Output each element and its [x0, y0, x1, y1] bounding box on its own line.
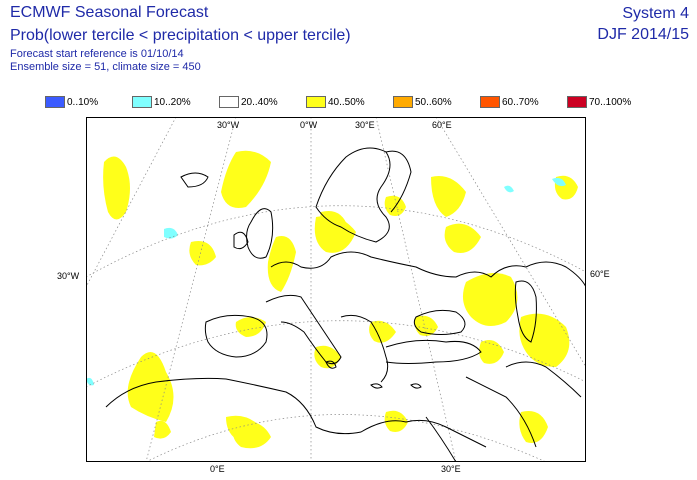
lat-line-2: [86, 320, 586, 388]
shade-caspian: [519, 313, 570, 367]
legend-item-10-20: 10..20%: [132, 95, 191, 109]
shade-atlantic-n: [103, 156, 130, 220]
legend-swatch: [567, 96, 587, 108]
coast-balkans: [340, 314, 389, 383]
legend-item-20-40: 20..40%: [219, 95, 278, 109]
shade-baltic: [320, 211, 348, 234]
shade-russia-n: [431, 176, 466, 217]
legend-label: 10..20%: [154, 96, 191, 108]
legend-item-70-100: 70..100%: [567, 95, 631, 109]
shade-biscay: [267, 236, 296, 292]
shade-cyan-ne1: [504, 185, 514, 193]
shade-cyan-sw: [86, 377, 94, 386]
coast-caspian: [514, 280, 537, 343]
coast-redsea: [425, 416, 457, 462]
shade-africa-w: [127, 352, 174, 422]
shade-iberia: [189, 241, 216, 266]
coast-persian: [505, 361, 582, 398]
lon-line-3: [375, 117, 457, 462]
coast-france-italy: [265, 294, 342, 365]
legend-label: 60..70%: [502, 96, 539, 108]
lon-label-bottom-2: 30°E: [441, 464, 461, 474]
lon-line-4: [435, 117, 586, 368]
coast-arabia: [465, 376, 537, 448]
shade-arabia: [519, 411, 548, 443]
graticule: [86, 117, 586, 462]
coast-ireland: [233, 231, 249, 250]
legend-swatch: [132, 96, 152, 108]
lat-line-1: [86, 205, 586, 278]
season-label: DJF 2014/15: [597, 26, 689, 43]
coast-finland: [385, 150, 412, 213]
coastlines: [105, 147, 586, 462]
lon-line-5: [86, 117, 177, 288]
legend-swatch: [393, 96, 413, 108]
system-label: System 4: [622, 5, 689, 22]
shade-blacksea: [462, 273, 518, 326]
shade-cyan-ne2: [552, 177, 566, 187]
shade-russia-e: [444, 223, 481, 253]
lon-label-top-2: 0°W: [300, 120, 318, 130]
lat-label-left: 30°W: [57, 271, 80, 281]
shade-turkey: [414, 315, 438, 336]
coast-iceland: [180, 172, 209, 188]
coast-scandinavia: [315, 147, 391, 243]
shade-egypt: [384, 410, 408, 432]
map-title: ECMWF Seasonal Forecast: [10, 4, 209, 21]
shading-10-20: [86, 177, 566, 386]
legend-label: 50..60%: [415, 96, 452, 108]
legend-label: 40..50%: [328, 96, 365, 108]
coast-britain: [246, 208, 274, 259]
coast-sicily: [325, 360, 337, 369]
coast-continent: [270, 251, 586, 288]
shade-libya: [232, 421, 271, 449]
lat-label-right: 60°E: [590, 269, 610, 279]
forecast-start-text: Forecast start reference is 01/10/14: [10, 48, 184, 60]
lon-label-top-1: 30°W: [217, 120, 240, 130]
coast-crete: [370, 383, 383, 389]
shade-spain: [235, 317, 266, 337]
map-frame: [86, 117, 586, 462]
legend-label: 0..10%: [67, 96, 99, 108]
lon-line-1: [145, 117, 237, 462]
shade-iran: [479, 339, 504, 364]
legend-swatch: [480, 96, 500, 108]
lat-line-3: [145, 414, 547, 462]
ensemble-size-text: Ensemble size = 51, climate size = 450: [10, 61, 201, 73]
shade-balkans: [369, 320, 396, 343]
shade-atlantic-mid: [221, 150, 271, 208]
coast-iberia: [204, 314, 268, 358]
legend-item-0-10: 0..10%: [45, 95, 98, 109]
shade-cyan-atlantic: [164, 227, 178, 239]
lon-label-top-3: 30°E: [355, 120, 375, 130]
lon-label-bottom-1: 0°E: [210, 464, 225, 474]
coast-africa: [105, 377, 487, 448]
coast-cyprus: [410, 383, 422, 389]
coast-turkey: [385, 339, 482, 364]
shading-40-50: [103, 150, 578, 449]
map-subtitle: Prob(lower tercile < precipitation < upp…: [10, 27, 351, 44]
legend-label: 70..100%: [589, 96, 632, 108]
legend-swatch: [306, 96, 326, 108]
legend-item-40-50: 40..50%: [306, 95, 365, 109]
legend-label: 20..40%: [241, 96, 278, 108]
shade-africa-sw: [154, 420, 171, 439]
legend-item-60-70: 60..70%: [480, 95, 539, 109]
legend-swatch: [219, 96, 239, 108]
legend-swatch: [45, 96, 65, 108]
europe-map: [86, 117, 586, 462]
lon-label-top-4: 60°E: [432, 120, 452, 130]
coast-blacksea: [413, 309, 466, 335]
map-canvas: [86, 117, 586, 462]
legend-item-50-60: 50..60%: [393, 95, 452, 109]
